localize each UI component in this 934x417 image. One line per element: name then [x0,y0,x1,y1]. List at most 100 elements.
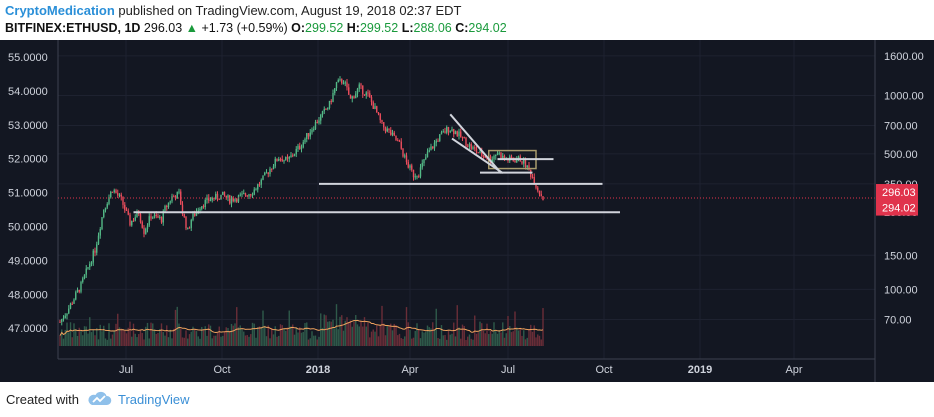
candle-body [358,84,360,89]
volume-bar [122,330,124,346]
volume-bar [398,333,401,346]
volume-bar [286,327,289,346]
volume-bar [248,336,250,346]
tradingview-cloud-icon[interactable] [86,391,112,407]
volume-bar [96,328,98,346]
candle-body [159,216,161,218]
low-label: L: [401,21,414,35]
price-tag-label: 296.03 [882,187,916,199]
candle-body [75,292,77,300]
volume-bar [250,334,252,346]
candle-body [153,214,156,218]
candle-body [397,140,399,142]
candle-body [489,156,492,163]
volume-bar [222,335,224,346]
volume-bar [467,336,469,346]
candle-body [407,162,409,168]
author-link[interactable]: CryptoMedication [5,3,115,18]
volume-bar [213,335,215,346]
volume-bar [407,322,409,346]
volume-bar [271,327,273,346]
candle-body [97,235,100,245]
candle-body [442,131,444,133]
candle-body [166,206,168,208]
volume-bar [230,323,233,346]
footer: Created with TradingView [0,382,934,417]
candle-body [145,228,147,234]
volume-bar [337,329,339,346]
candle-body [482,156,485,158]
candle-body [185,216,187,229]
candle-body [272,166,275,169]
volume-bar [533,325,535,346]
volume-bar [325,315,327,346]
time-axis-label: Oct [595,364,612,376]
candle-body [127,210,129,215]
candle-body [383,122,385,128]
symbol-label[interactable]: BITFINEX:ETHUSD, 1D [5,21,141,35]
candle-body [454,131,457,135]
volume-bar [540,339,542,346]
candle-body [76,289,79,293]
candle-body [215,193,217,199]
candle-body [139,214,142,222]
candle-body [148,216,150,226]
candle-body [216,193,219,199]
candle-body [475,148,478,153]
volume-bar [444,334,446,346]
volume-bar [402,338,404,346]
candle-body [306,133,308,140]
candle-body [178,191,180,193]
volume-bar [229,330,231,346]
volume-bar [237,327,240,346]
volume-bar [166,325,168,346]
candle-body [461,136,464,138]
volume-bar [139,330,142,346]
volume-bar [85,326,87,346]
volume-bar [328,321,331,346]
time-axis[interactable]: Jul Oct 2018 Apr Jul Oct 2019 Apr [119,364,803,376]
candle-body [73,299,75,304]
volume-bar [157,332,159,346]
candle-body [257,184,259,190]
volume-bar [397,335,399,346]
price-chart[interactable]: 55.0000 54.0000 53.0000 52.0000 51.0000 50.00… [0,40,934,382]
volume-bar [383,323,385,346]
candle-body [428,150,430,152]
volume-bar [523,330,525,346]
volume-bar [120,328,122,346]
publish-line: CryptoMedication published on TradingVie… [5,3,461,18]
volume-bar [125,333,128,346]
volume-bar [360,320,362,346]
volume-bar [510,332,513,346]
candle-body [281,159,283,162]
candle-body [430,146,432,151]
volume-bar [94,335,96,346]
candle-body [265,172,268,174]
tradingview-link[interactable]: TradingView [118,392,190,407]
candle-body [101,217,103,230]
volume-bar [463,325,465,346]
volume-bar [178,323,180,346]
candle-body [365,92,367,96]
volume-bar [195,331,198,346]
volume-bar [344,320,346,346]
volume-bar [246,335,248,346]
candle-body [90,262,93,264]
volume-bar [83,326,86,346]
volume-bar [528,329,530,346]
candle-body [59,321,61,323]
candle-body [162,210,164,223]
candle-body [355,93,357,99]
candle-body [418,176,420,178]
candle-body [276,158,278,162]
volume-bar [316,339,318,346]
volume-bar [468,334,471,346]
volume-bar [183,337,185,346]
candle-body [526,165,528,168]
volume-bar [283,328,285,346]
volume-bar [404,336,406,346]
volume-bar [225,327,227,346]
candle-body [211,197,213,201]
volume-bar [442,335,444,346]
